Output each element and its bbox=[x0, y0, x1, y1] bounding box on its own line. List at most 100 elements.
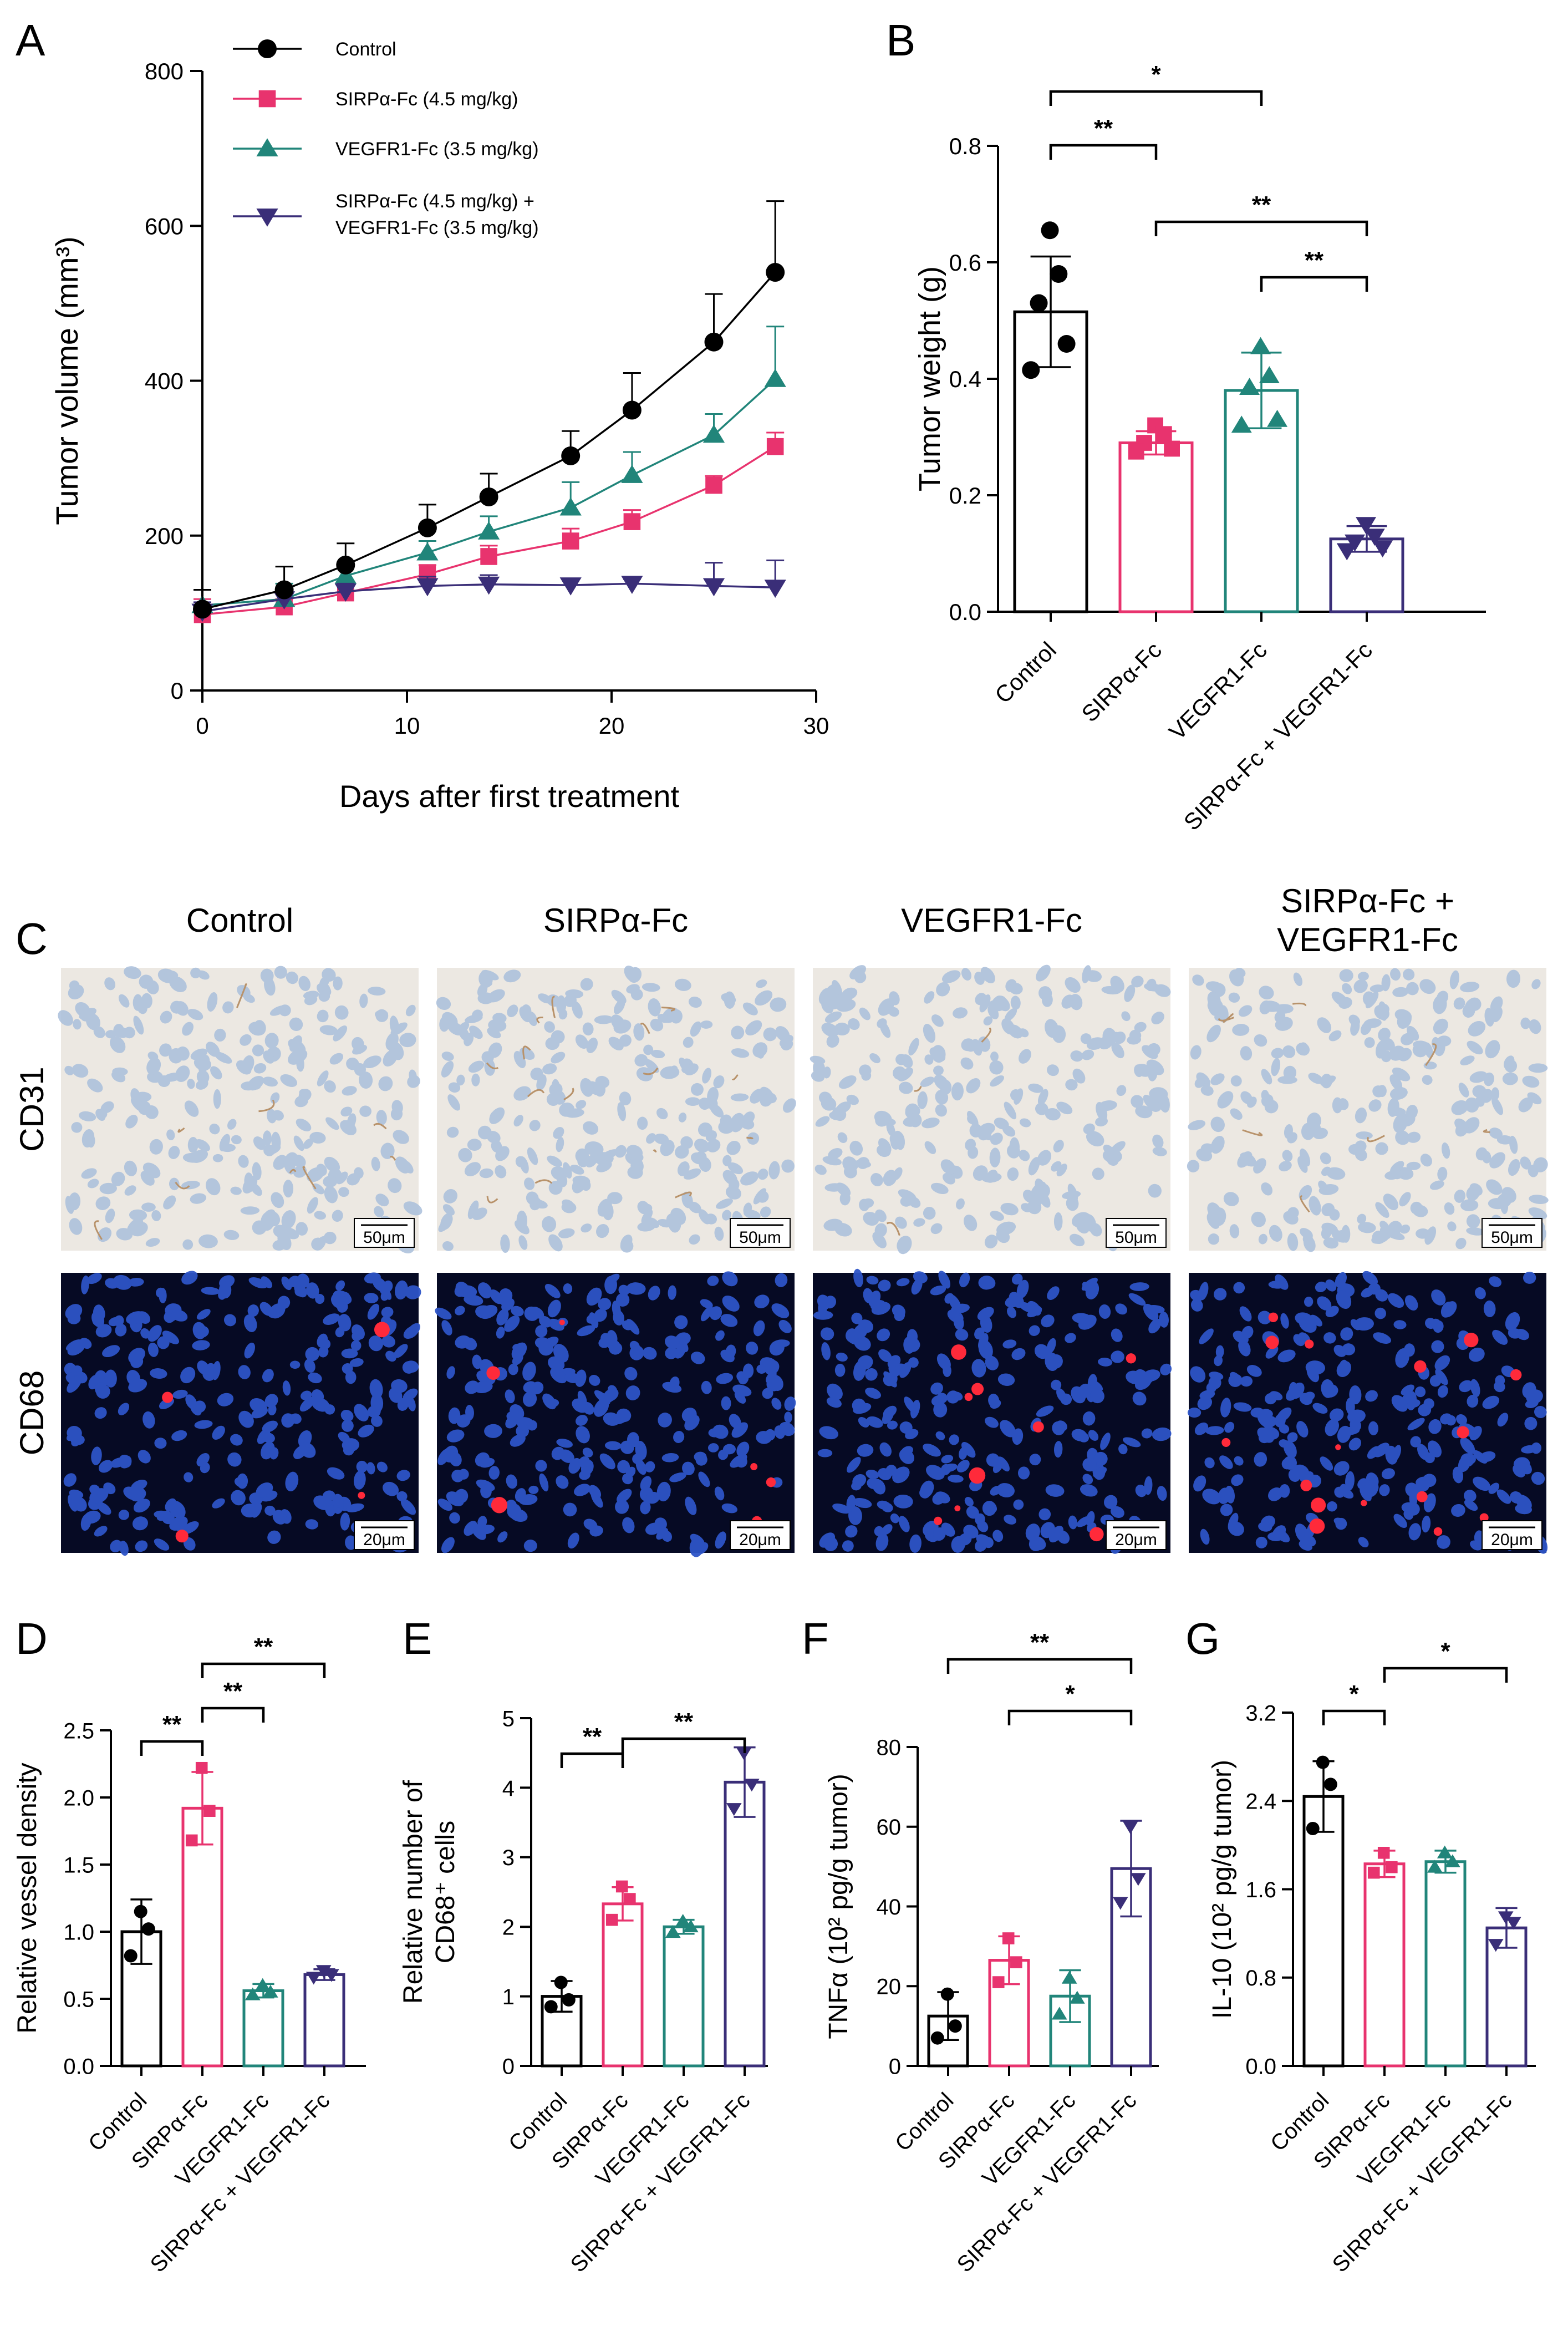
stain-macrophage bbox=[1433, 1527, 1443, 1536]
significance-label: ** bbox=[1030, 1629, 1050, 1656]
legend-marker bbox=[256, 138, 278, 157]
data-point bbox=[193, 600, 212, 619]
data-point bbox=[334, 583, 357, 602]
y-tick-label: 1.6 bbox=[1245, 1878, 1276, 1902]
nuclei bbox=[813, 1268, 1172, 1554]
data-point bbox=[675, 1913, 691, 1927]
stain-macrophage bbox=[1300, 1479, 1312, 1491]
significance-label: ** bbox=[583, 1723, 602, 1750]
data-point bbox=[1306, 1822, 1320, 1836]
data-point bbox=[334, 565, 357, 584]
stain-macrophage bbox=[1361, 1500, 1367, 1506]
y-tick-label: 400 bbox=[145, 368, 184, 394]
significance-bracket bbox=[560, 1752, 624, 1768]
stain-macrophage bbox=[750, 1463, 758, 1471]
x-tick-label: 0 bbox=[196, 713, 208, 739]
data-point bbox=[544, 2000, 558, 2014]
y-tick-label: 200 bbox=[145, 523, 184, 549]
data-point bbox=[562, 532, 579, 550]
bar-group-2: VEGFR1-Fc bbox=[1164, 337, 1299, 745]
panel-label-f: F bbox=[802, 1614, 829, 1663]
panel-e: E 0 1 2 3 4 5 Relative number of CD68⁺ cells Cont… bbox=[399, 1614, 768, 2277]
y-tick-label: 0.4 bbox=[949, 366, 981, 392]
significance-bracket bbox=[1260, 276, 1368, 292]
if-micrograph: 20μm bbox=[61, 1271, 421, 1556]
data-point bbox=[1367, 1866, 1380, 1879]
x-category-label: SIRPα-Fc + VEGFR1-Fc bbox=[1179, 637, 1377, 835]
stain-vessel bbox=[94, 1220, 103, 1240]
stain-macrophage bbox=[1221, 1438, 1231, 1447]
data-point bbox=[1122, 1821, 1138, 1834]
y-tick-label: 20 bbox=[877, 1975, 902, 1999]
legend-label: VEGFR1-Fc (3.5 mg/kg) bbox=[335, 139, 539, 160]
bar-group-0: Control bbox=[1266, 1755, 1345, 2156]
data-point bbox=[477, 576, 500, 595]
panel-label-d: D bbox=[16, 1614, 48, 1663]
data-point bbox=[705, 476, 722, 494]
data-point bbox=[561, 446, 581, 465]
y-tick-label: 800 bbox=[145, 58, 184, 84]
stain-vessel bbox=[236, 983, 247, 1008]
significance-bracket bbox=[140, 1740, 204, 1756]
legend-label: Control bbox=[335, 39, 396, 60]
data-point bbox=[940, 1987, 954, 2001]
stain-vessel bbox=[563, 1088, 574, 1101]
y-tick-label: 1.0 bbox=[63, 1920, 94, 1944]
data-point bbox=[1345, 534, 1366, 552]
stain-vessel bbox=[258, 1099, 275, 1113]
bar bbox=[663, 1925, 705, 2068]
stain-vessel bbox=[302, 1166, 317, 1190]
nuclei bbox=[810, 964, 1171, 1255]
stain-macrophage bbox=[1032, 1421, 1044, 1433]
y-tick-label: 4 bbox=[502, 1776, 515, 1801]
data-point bbox=[262, 1984, 278, 1998]
data-point bbox=[1316, 1755, 1330, 1769]
stain-vessel bbox=[175, 1181, 190, 1190]
bar bbox=[602, 1902, 644, 2068]
data-point bbox=[1069, 1990, 1085, 2004]
stain-macrophage bbox=[1510, 1369, 1522, 1381]
data-point bbox=[195, 1761, 208, 1774]
stain-macrophage bbox=[934, 1516, 943, 1525]
data-point bbox=[203, 1805, 216, 1817]
stain-vessel bbox=[1300, 1195, 1310, 1213]
scale-bar-box bbox=[354, 1520, 415, 1550]
stain-vessel bbox=[551, 996, 556, 1018]
y-axis-label: Tumor weight (g) bbox=[913, 266, 946, 491]
scale-bar-box bbox=[1106, 1520, 1167, 1550]
y-tick-label: 0 bbox=[889, 2054, 901, 2079]
data-point bbox=[930, 2031, 944, 2045]
bar-group-1: SIRPα-Fc bbox=[1309, 1847, 1406, 2174]
x-category-label: Control bbox=[990, 637, 1061, 708]
y-axis-label: CD68⁺ cells bbox=[431, 1821, 460, 1963]
data-point bbox=[1372, 540, 1393, 558]
nuclei bbox=[58, 966, 422, 1254]
scale-bar-box bbox=[1106, 1218, 1167, 1248]
data-point bbox=[1377, 1847, 1390, 1859]
y-tick-label: 0.8 bbox=[1245, 1966, 1276, 1990]
y-tick-label: 0.5 bbox=[63, 1987, 94, 2012]
data-point bbox=[764, 580, 786, 598]
data-point bbox=[1010, 1956, 1022, 1968]
data-point bbox=[416, 578, 439, 597]
row-label: CD68 bbox=[13, 1370, 50, 1455]
if-micrograph: 20μm bbox=[813, 1268, 1172, 1554]
stain-vessel bbox=[981, 1027, 991, 1043]
stain-macrophage bbox=[1416, 1491, 1428, 1502]
column-title: SIRPα-Fc + bbox=[1281, 882, 1454, 920]
data-point bbox=[702, 424, 725, 443]
significance-bracket bbox=[946, 1658, 1133, 1674]
legend: Control SIRPα-Fc (4.5 mg/kg) VEGFR1-Fc (3.… bbox=[233, 39, 539, 238]
data-point bbox=[736, 1747, 752, 1760]
legend-marker bbox=[258, 90, 276, 108]
data-point bbox=[559, 497, 582, 516]
y-tick-label: 2.4 bbox=[1245, 1790, 1276, 1814]
stain-macrophage bbox=[969, 1467, 986, 1484]
data-point bbox=[1164, 440, 1180, 457]
series-2 bbox=[191, 326, 786, 613]
stain-vessel bbox=[534, 1179, 553, 1184]
data-point bbox=[1231, 415, 1252, 433]
data-point bbox=[704, 332, 724, 352]
data-point bbox=[1155, 426, 1172, 443]
stain-macrophage bbox=[1464, 1332, 1479, 1348]
